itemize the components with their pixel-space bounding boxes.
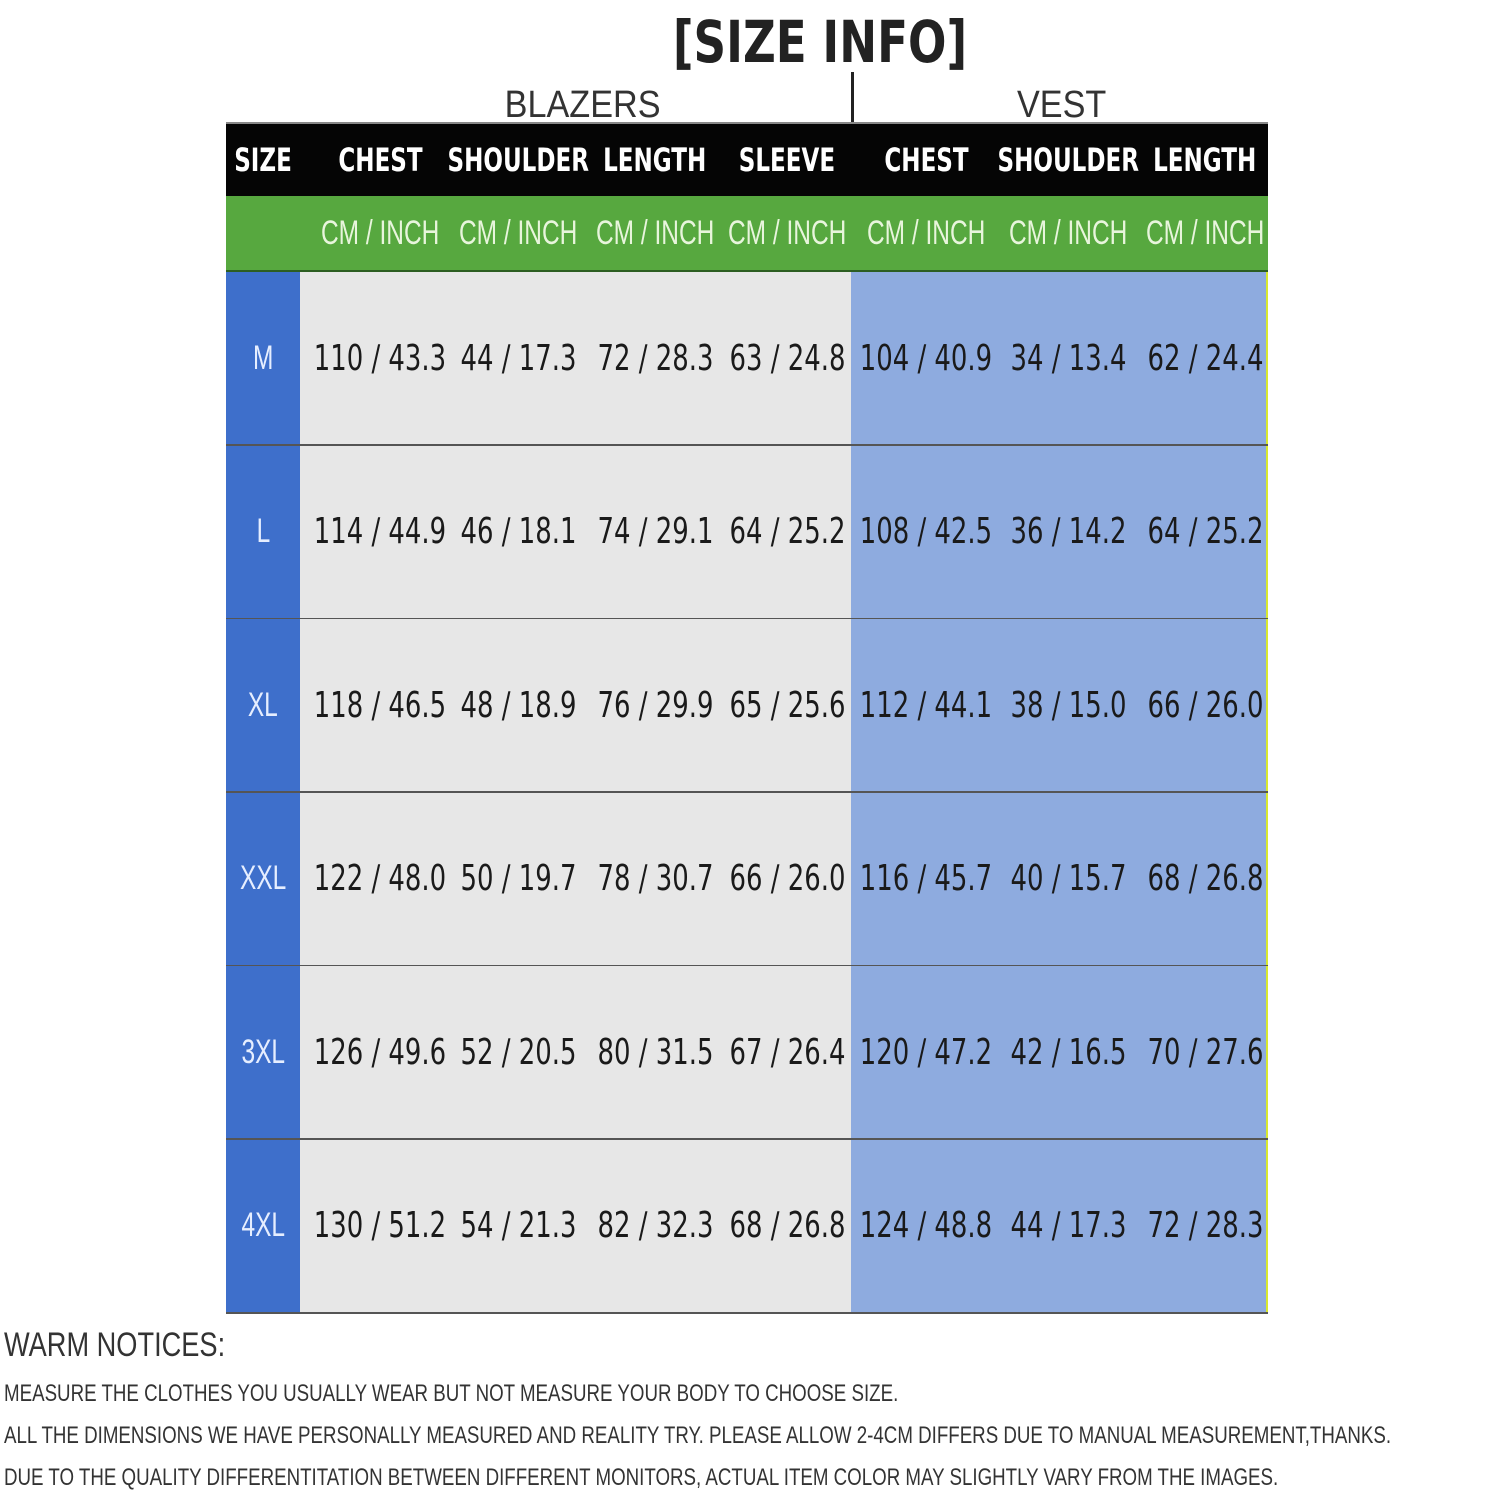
unit-label: CM / INCH bbox=[727, 213, 847, 252]
table-row: XL 118 / 46.5 48 / 18.9 76 / 29.9 65 / 25.6 1… bbox=[226, 619, 1268, 793]
size-label: L bbox=[256, 512, 270, 550]
notices-heading: WARM NOTICES: bbox=[4, 1326, 226, 1364]
measurement-cell: 44 / 17.3 bbox=[460, 337, 576, 379]
measurement-cell: 72 / 28.3 bbox=[1147, 1205, 1263, 1246]
measurement-cell: 48 / 18.9 bbox=[460, 684, 576, 726]
size-label: 3XL bbox=[241, 1032, 285, 1071]
measurement-cell: 42 / 16.5 bbox=[1010, 1031, 1126, 1073]
measurement-cell: 116 / 45.7 bbox=[859, 858, 993, 899]
column-header: CHEST bbox=[337, 141, 423, 179]
measurement-cell: 67 / 26.4 bbox=[729, 1031, 845, 1073]
measurement-cell: 114 / 44.9 bbox=[313, 511, 447, 552]
measurement-cell: 52 / 20.5 bbox=[460, 1031, 576, 1073]
unit-label: CM / INCH bbox=[458, 213, 578, 252]
column-header: SHOULDER bbox=[447, 141, 589, 179]
unit-label: CM / INCH bbox=[320, 213, 440, 252]
table-row: M 110 / 43.3 44 / 17.3 72 / 28.3 63 / 24.8 10… bbox=[226, 272, 1268, 446]
measurement-cell: 38 / 15.0 bbox=[1010, 684, 1126, 726]
measurement-cell: 68 / 26.8 bbox=[729, 1205, 845, 1246]
notice-line: MEASURE THE CLOTHES YOU USUALLY WEAR BUT… bbox=[4, 1380, 899, 1407]
column-header: LENGTH bbox=[1153, 141, 1257, 179]
size-label: 4XL bbox=[241, 1206, 285, 1244]
unit-label: CM / INCH bbox=[1145, 213, 1265, 252]
unit-label: CM / INCH bbox=[1008, 213, 1128, 252]
measurement-cell: 130 / 51.2 bbox=[313, 1205, 447, 1246]
measurement-cell: 74 / 29.1 bbox=[597, 511, 713, 552]
measurement-cell: 72 / 28.3 bbox=[597, 337, 713, 379]
measurement-cell: 65 / 25.6 bbox=[729, 684, 845, 726]
column-header: SHOULDER bbox=[997, 141, 1139, 179]
measurement-cell: 82 / 32.3 bbox=[597, 1205, 713, 1246]
column-header: CHEST bbox=[883, 141, 969, 179]
group-label-vest: VEST bbox=[1016, 84, 1107, 126]
measurement-cell: 126 / 49.6 bbox=[313, 1031, 447, 1073]
group-label-blazers: BLAZERS bbox=[504, 84, 661, 126]
notice-line: ALL THE DIMENSIONS WE HAVE PERSONALLY ME… bbox=[4, 1422, 1392, 1449]
measurement-cell: 118 / 46.5 bbox=[313, 684, 447, 726]
measurement-cell: 40 / 15.7 bbox=[1010, 858, 1126, 899]
measurement-cell: 110 / 43.3 bbox=[313, 337, 447, 379]
unit-label: CM / INCH bbox=[866, 213, 986, 252]
divider bbox=[851, 72, 854, 124]
measurement-cell: 44 / 17.3 bbox=[1010, 1205, 1126, 1246]
measurement-cell: 34 / 13.4 bbox=[1010, 337, 1126, 379]
column-header: LENGTH bbox=[603, 141, 707, 179]
units-row: CM / INCH CM / INCH CM / INCH CM / INCH CM /… bbox=[226, 196, 1268, 272]
page-title: [SIZE INFO] bbox=[672, 8, 968, 76]
table-row: XXL 122 / 48.0 50 / 19.7 78 / 30.7 66 / 26.0… bbox=[226, 792, 1268, 967]
measurement-cell: 50 / 19.7 bbox=[460, 858, 576, 899]
measurement-cell: 62 / 24.4 bbox=[1147, 337, 1263, 379]
notice-line: DUE TO THE QUALITY DIFFERENTITATION BETW… bbox=[4, 1464, 1279, 1491]
column-header: SLEEVE bbox=[738, 141, 836, 179]
measurement-cell: 66 / 26.0 bbox=[1147, 684, 1263, 726]
size-label: XXL bbox=[239, 859, 287, 897]
measurement-cell: 66 / 26.0 bbox=[729, 858, 845, 899]
measurement-cell: 120 / 47.2 bbox=[859, 1031, 993, 1073]
measurement-cell: 54 / 21.3 bbox=[460, 1205, 576, 1246]
measurement-cell: 46 / 18.1 bbox=[460, 511, 576, 552]
unit-label: CM / INCH bbox=[595, 213, 715, 252]
measurement-cell: 108 / 42.5 bbox=[859, 511, 993, 552]
table-row: L 114 / 44.9 46 / 18.1 74 / 29.1 64 / 25.2 10… bbox=[226, 445, 1268, 620]
table-header: SIZE CHEST SHOULDER LENGTH SLEEVE CHEST SHOULD… bbox=[226, 124, 1268, 196]
measurement-cell: 104 / 40.9 bbox=[859, 337, 993, 379]
size-label: XL bbox=[248, 685, 278, 724]
table-row: 4XL 130 / 51.2 54 / 21.3 82 / 32.3 68 / 26.8… bbox=[226, 1139, 1268, 1314]
measurement-cell: 80 / 31.5 bbox=[597, 1031, 713, 1073]
measurement-cell: 64 / 25.2 bbox=[729, 511, 845, 552]
divider bbox=[226, 122, 1268, 124]
measurement-cell: 70 / 27.6 bbox=[1147, 1031, 1263, 1073]
size-label: M bbox=[252, 338, 274, 377]
measurement-cell: 78 / 30.7 bbox=[597, 858, 713, 899]
measurement-cell: 63 / 24.8 bbox=[729, 337, 845, 379]
measurement-cell: 122 / 48.0 bbox=[313, 858, 447, 899]
measurement-cell: 64 / 25.2 bbox=[1147, 511, 1263, 552]
measurement-cell: 68 / 26.8 bbox=[1147, 858, 1263, 899]
table-row: 3XL 126 / 49.6 52 / 20.5 80 / 31.5 67 / 26.4… bbox=[226, 966, 1268, 1140]
measurement-cell: 36 / 14.2 bbox=[1010, 511, 1126, 552]
measurement-cell: 76 / 29.9 bbox=[597, 684, 713, 726]
measurement-cell: 112 / 44.1 bbox=[859, 684, 993, 726]
measurement-cell: 124 / 48.8 bbox=[859, 1205, 993, 1246]
column-header: SIZE bbox=[234, 141, 292, 179]
